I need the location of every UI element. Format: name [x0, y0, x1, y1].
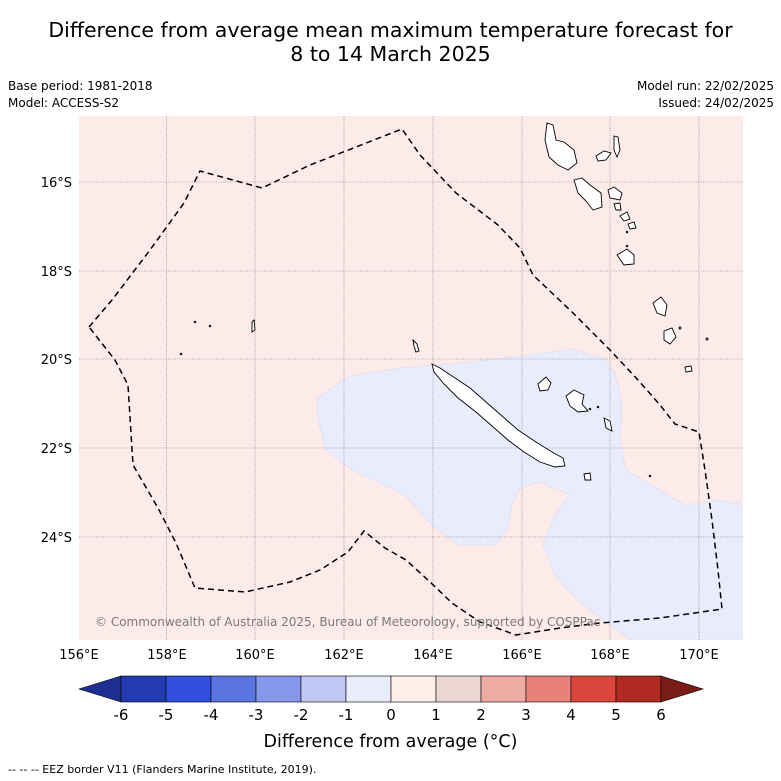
lon-label: 168°E [590, 648, 630, 663]
colorbar-segment [435, 675, 482, 703]
lat-label: 16°S [41, 176, 72, 191]
colorbar-segment [255, 675, 302, 703]
colorbar-tick: -2 [294, 706, 309, 724]
colorbar-tick: 6 [656, 706, 666, 724]
copyright-text: © Commonwealth of Australia 2025, Bureau… [95, 615, 600, 629]
gridlines [79, 116, 743, 640]
map-title: Difference from average mean maximum tem… [0, 18, 781, 66]
colorbar-tick: 2 [476, 706, 486, 724]
eez-footnote: -- -- -- EEZ border V11 (Flanders Marine… [8, 763, 317, 776]
lon-label: 160°E [235, 648, 275, 663]
new-caledonia-coast [431, 363, 566, 468]
lat-label: 18°S [41, 265, 72, 280]
colorbar-tick: -6 [114, 706, 129, 724]
lat-label: 22°S [41, 442, 72, 457]
coastlines [179, 122, 709, 481]
colorbar-tick: 0 [386, 706, 396, 724]
colorbar [77, 675, 705, 703]
colorbar-segment [300, 675, 347, 703]
base-period-text: Base period: 1981-2018 [8, 79, 153, 93]
model-run-text: Model run: 22/02/2025 [636, 79, 774, 93]
cool-anomaly-region [316, 348, 743, 640]
colorbar-segment [390, 675, 437, 703]
colorbar-segment [345, 675, 392, 703]
colorbar-tick: 4 [566, 706, 576, 724]
lon-label: 158°E [147, 648, 187, 663]
colorbar-extension-high [660, 675, 705, 703]
colorbar-segment [570, 675, 617, 703]
colorbar-extension-low [77, 675, 122, 703]
colorbar-segment [210, 675, 257, 703]
meta-left: Base period: 1981-2018 Model: ACCESS-S2 [8, 78, 153, 112]
colorbar-tick: -3 [249, 706, 264, 724]
lon-label: 170°E [679, 648, 719, 663]
colorbar-tick: -5 [159, 706, 174, 724]
lon-label: 166°E [502, 648, 542, 663]
colorbar-title: Difference from average (°C) [263, 732, 518, 752]
lon-label: 164°E [413, 648, 453, 663]
model-text: Model: ACCESS-S2 [8, 96, 120, 110]
colorbar-segment [615, 675, 662, 703]
vanuatu-malakula-coast [573, 177, 603, 211]
colorbar-tick: -1 [339, 706, 354, 724]
longitude-labels: 156°E 158°E 160°E 162°E 164°E 166°E 168°… [59, 648, 719, 663]
colorbar-tick: -4 [204, 706, 219, 724]
lat-label: 24°S [41, 531, 72, 546]
colorbar-segment [480, 675, 527, 703]
issued-text: Issued: 24/02/2025 [658, 96, 774, 110]
vanuatu-espiritu-santo-coast [544, 122, 578, 171]
colorbar-tick: 1 [431, 706, 441, 724]
colorbar-segment [120, 675, 167, 703]
title-line-2: 8 to 14 March 2025 [290, 42, 491, 66]
lon-label: 162°E [324, 648, 364, 663]
colorbar-tick: 3 [521, 706, 531, 724]
eez-border [88, 128, 723, 636]
colorbar-segment [165, 675, 212, 703]
latitude-labels: 16°S 18°S 20°S 22°S 24°S [41, 176, 72, 546]
title-line-1: Difference from average mean maximum tem… [48, 18, 733, 42]
colorbar-segment [525, 675, 572, 703]
lon-label: 156°E [59, 648, 99, 663]
colorbar-tick: 5 [611, 706, 621, 724]
loyalty-islands-coast [537, 376, 552, 392]
meta-right: Model run: 22/02/2025 Issued: 24/02/2025 [637, 78, 774, 112]
lat-label: 20°S [41, 353, 72, 368]
colorbar-tick-labels: -6 -5 -4 -3 -2 -1 0 1 2 3 4 5 6 [114, 706, 666, 724]
